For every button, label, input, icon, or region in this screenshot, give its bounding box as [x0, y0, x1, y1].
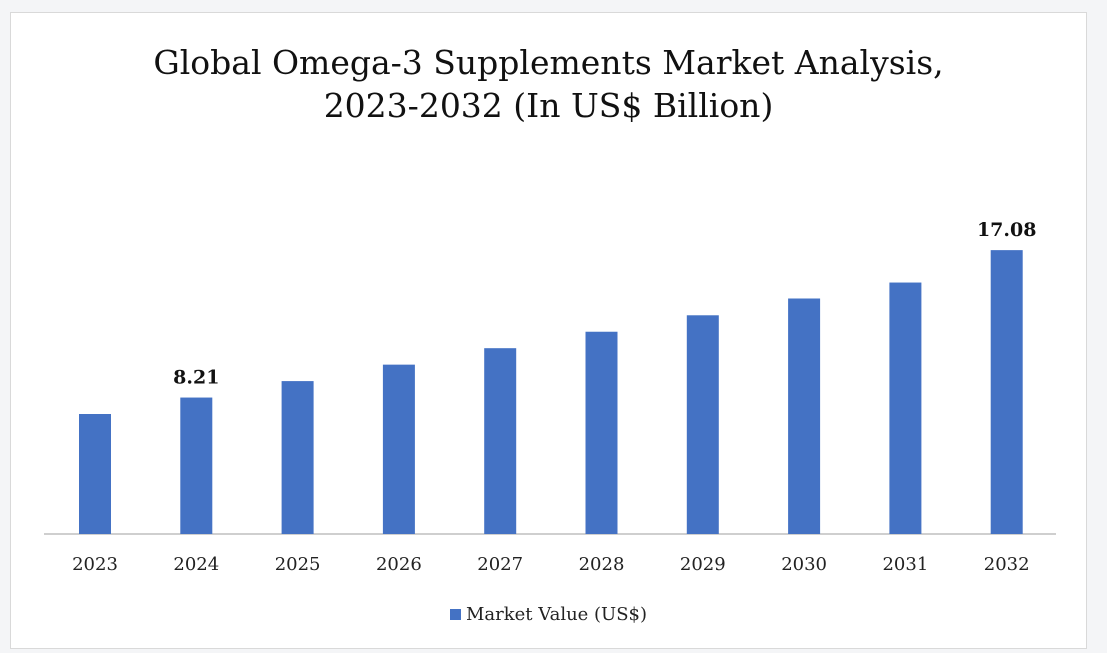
x-tick-label-2024: 2024 — [173, 554, 219, 575]
x-tick-label-2025: 2025 — [275, 554, 321, 575]
bar-2023 — [79, 414, 111, 534]
x-tick-label-2026: 2026 — [376, 554, 422, 575]
bar-2024 — [180, 397, 213, 534]
bar-2027 — [484, 348, 517, 534]
chart-title: Global Omega-3 Supplements Market Analys… — [11, 41, 1086, 127]
x-tick-label-2030: 2030 — [781, 554, 827, 575]
legend-swatch — [449, 609, 461, 620]
legend-label: Market Value (US$) — [465, 604, 648, 625]
x-tick-label-2028: 2028 — [579, 554, 625, 575]
bar-2032 — [990, 250, 1023, 534]
chart-title-line-1: Global Omega-3 Supplements Market Analys… — [153, 43, 944, 82]
data-label-2032: 17.08 — [977, 219, 1037, 241]
x-tick-label-2032: 2032 — [984, 554, 1030, 575]
x-tick-label-2029: 2029 — [680, 554, 726, 575]
bar-chart-plot: 2023 2024 2025 2026 2027 2028 2029 2030 2031 2032… — [44, 219, 1056, 575]
bar-2026 — [382, 364, 415, 534]
bar-2031 — [889, 282, 922, 534]
x-tick-label-2031: 2031 — [882, 554, 928, 575]
bar-2028 — [585, 331, 618, 534]
bar-2030 — [788, 298, 821, 534]
x-tick-label-2023: 2023 — [72, 554, 118, 575]
bar-2025 — [281, 381, 314, 534]
data-label-2024: 8.21 — [173, 367, 219, 389]
x-tick-label-2027: 2027 — [477, 554, 523, 575]
bar-2029 — [686, 315, 719, 534]
chart-frame: Global Omega-3 Supplements Market Analys… — [10, 12, 1087, 649]
chart-title-line-2: 2023-2032 (In US$ Billion) — [323, 86, 774, 125]
chart-legend: Market Value (US$) — [11, 604, 1086, 625]
